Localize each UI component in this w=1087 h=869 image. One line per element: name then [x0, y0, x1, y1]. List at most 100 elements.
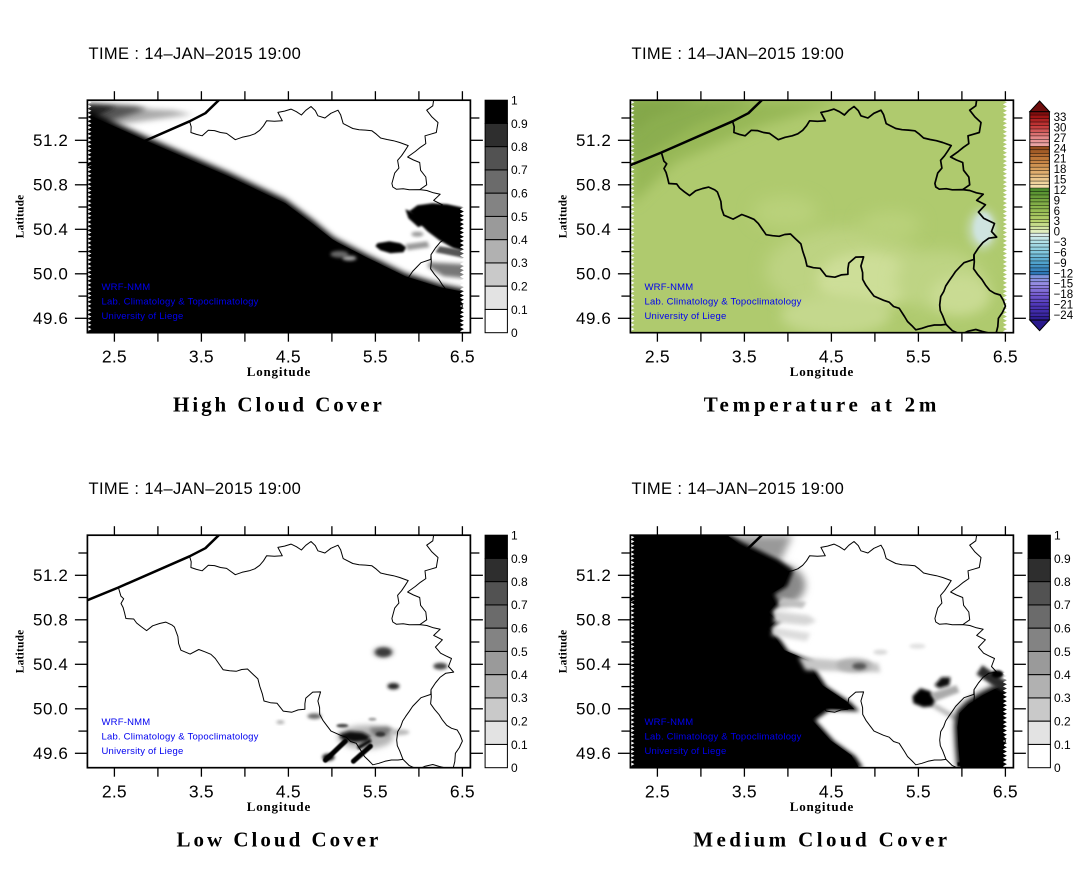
- svg-text:50.4: 50.4: [33, 655, 69, 674]
- svg-text:51.2: 51.2: [33, 131, 69, 150]
- svg-text:15: 15: [1054, 175, 1067, 187]
- svg-text:1: 1: [1054, 529, 1061, 543]
- svg-text:50.8: 50.8: [576, 611, 612, 630]
- svg-text:49.6: 49.6: [576, 744, 612, 763]
- svg-text:2.5: 2.5: [102, 782, 127, 802]
- svg-text:3.5: 3.5: [732, 347, 757, 367]
- svg-text:−21: −21: [1054, 300, 1074, 312]
- svg-text:0.2: 0.2: [511, 280, 528, 294]
- svg-text:0.9: 0.9: [511, 117, 528, 131]
- svg-text:−18: −18: [1054, 289, 1074, 301]
- svg-text:3.5: 3.5: [189, 347, 214, 367]
- svg-text:WRF-NMM: WRF-NMM: [645, 282, 694, 293]
- svg-text:5.5: 5.5: [363, 347, 388, 367]
- svg-text:50.4: 50.4: [576, 220, 612, 239]
- svg-text:0.2: 0.2: [1054, 715, 1071, 729]
- svg-text:TIME : 14–JAN–2015 19:00: TIME : 14–JAN–2015 19:00: [632, 45, 845, 63]
- svg-text:50.8: 50.8: [33, 611, 69, 630]
- svg-text:High Cloud Cover: High Cloud Cover: [173, 392, 385, 416]
- svg-text:0.3: 0.3: [511, 691, 528, 705]
- svg-text:49.6: 49.6: [33, 744, 69, 763]
- svg-text:50.4: 50.4: [576, 655, 612, 674]
- svg-text:Latitude: Latitude: [15, 195, 27, 239]
- svg-text:5.5: 5.5: [363, 782, 388, 802]
- svg-text:Temperature at 2m: Temperature at 2m: [704, 392, 940, 416]
- svg-text:51.2: 51.2: [576, 131, 612, 150]
- svg-text:12: 12: [1054, 185, 1067, 197]
- svg-text:0.3: 0.3: [511, 256, 528, 270]
- svg-text:0: 0: [511, 326, 518, 340]
- svg-text:50.0: 50.0: [33, 700, 69, 719]
- svg-text:University of Liege: University of Liege: [102, 746, 184, 757]
- svg-text:University of Liege: University of Liege: [645, 311, 727, 322]
- svg-text:−3: −3: [1054, 237, 1067, 249]
- svg-text:5.5: 5.5: [906, 782, 931, 802]
- svg-text:0.2: 0.2: [511, 715, 528, 729]
- svg-text:2.5: 2.5: [102, 347, 127, 367]
- svg-text:−24: −24: [1054, 310, 1074, 322]
- svg-text:0: 0: [511, 761, 518, 775]
- svg-text:6.5: 6.5: [450, 347, 475, 367]
- svg-text:Lab. Climatology & Topoclimato: Lab. Climatology & Topoclimatology: [645, 732, 802, 743]
- svg-text:0: 0: [1054, 227, 1060, 239]
- svg-text:27: 27: [1054, 133, 1067, 145]
- svg-text:0.8: 0.8: [511, 140, 528, 154]
- svg-text:Medium Cloud Cover: Medium Cloud Cover: [693, 827, 950, 851]
- svg-text:50.8: 50.8: [576, 176, 612, 195]
- svg-text:50.8: 50.8: [33, 176, 69, 195]
- svg-text:TIME : 14–JAN–2015 19:00: TIME : 14–JAN–2015 19:00: [89, 45, 302, 63]
- svg-text:Lab. Climatology & Topoclimato: Lab. Climatology & Topoclimatology: [645, 297, 802, 308]
- svg-text:1: 1: [511, 94, 518, 108]
- svg-text:0.7: 0.7: [511, 163, 528, 177]
- svg-text:Longitude: Longitude: [247, 799, 311, 814]
- svg-text:0.3: 0.3: [1054, 691, 1071, 705]
- svg-text:Longitude: Longitude: [790, 364, 854, 379]
- svg-text:51.2: 51.2: [576, 566, 612, 585]
- svg-text:Latitude: Latitude: [558, 630, 570, 674]
- svg-text:50.0: 50.0: [576, 265, 612, 284]
- svg-text:University of Liege: University of Liege: [645, 746, 727, 757]
- svg-text:−6: −6: [1054, 248, 1067, 260]
- svg-text:0.4: 0.4: [1054, 668, 1071, 682]
- svg-text:50.0: 50.0: [33, 265, 69, 284]
- svg-text:University of Liege: University of Liege: [102, 311, 184, 322]
- svg-text:3: 3: [1054, 216, 1060, 228]
- svg-text:49.6: 49.6: [576, 309, 612, 328]
- svg-text:2.5: 2.5: [645, 347, 670, 367]
- svg-text:WRF-NMM: WRF-NMM: [102, 717, 151, 728]
- svg-text:Low Cloud Cover: Low Cloud Cover: [176, 827, 381, 851]
- svg-text:0.9: 0.9: [511, 552, 528, 566]
- svg-text:24: 24: [1054, 143, 1067, 155]
- svg-text:Lab. Climatology & Topoclimato: Lab. Climatology & Topoclimatology: [102, 732, 259, 743]
- svg-text:0.8: 0.8: [511, 575, 528, 589]
- svg-text:0.7: 0.7: [511, 598, 528, 612]
- svg-text:Lab. Climatology & Topoclimato: Lab. Climatology & Topoclimatology: [102, 297, 259, 308]
- svg-text:0.7: 0.7: [1054, 598, 1071, 612]
- svg-text:−12: −12: [1054, 268, 1074, 280]
- svg-text:3.5: 3.5: [732, 782, 757, 802]
- svg-text:9: 9: [1054, 195, 1060, 207]
- svg-text:4.5: 4.5: [819, 782, 844, 802]
- svg-text:0.4: 0.4: [511, 233, 528, 247]
- svg-text:4.5: 4.5: [276, 347, 301, 367]
- svg-text:0.6: 0.6: [1054, 622, 1071, 636]
- svg-text:4.5: 4.5: [819, 347, 844, 367]
- svg-text:33: 33: [1054, 112, 1067, 124]
- svg-text:0.5: 0.5: [511, 210, 528, 224]
- svg-text:6: 6: [1054, 206, 1060, 218]
- svg-text:6.5: 6.5: [450, 782, 475, 802]
- svg-text:0.1: 0.1: [511, 303, 528, 317]
- svg-text:50.0: 50.0: [576, 700, 612, 719]
- svg-text:1: 1: [511, 529, 518, 543]
- svg-text:WRF-NMM: WRF-NMM: [102, 282, 151, 293]
- svg-text:TIME : 14–JAN–2015 19:00: TIME : 14–JAN–2015 19:00: [89, 480, 302, 498]
- svg-text:4.5: 4.5: [276, 782, 301, 802]
- svg-text:49.6: 49.6: [33, 309, 69, 328]
- svg-text:0.5: 0.5: [1054, 645, 1071, 659]
- svg-text:2.5: 2.5: [645, 782, 670, 802]
- svg-text:0: 0: [1054, 761, 1061, 775]
- svg-text:0.1: 0.1: [511, 738, 528, 752]
- svg-text:0.4: 0.4: [511, 668, 528, 682]
- svg-text:Latitude: Latitude: [15, 630, 27, 674]
- svg-text:−9: −9: [1054, 258, 1067, 270]
